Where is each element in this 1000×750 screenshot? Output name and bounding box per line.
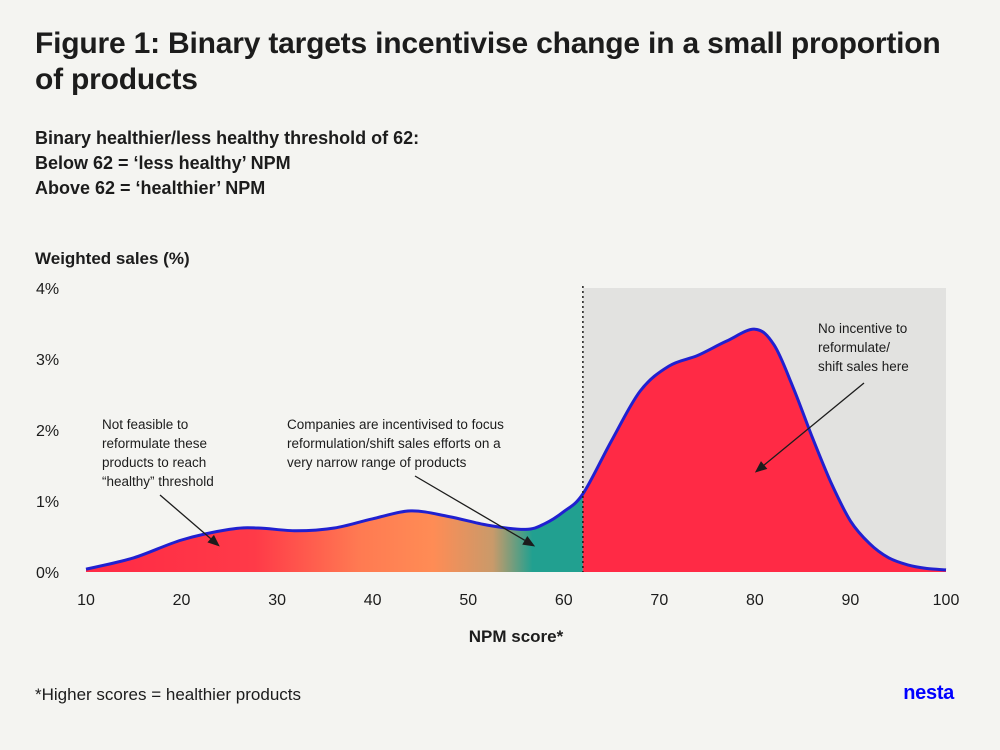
x-tick-label: 60 bbox=[555, 592, 573, 609]
x-tick-label: 70 bbox=[650, 592, 668, 609]
footnote: *Higher scores = healthier products bbox=[35, 685, 301, 704]
distribution-outline bbox=[85, 327, 947, 572]
annotation-text: reformulation/shift sales efforts on a bbox=[287, 436, 501, 451]
annotation-text: very narrow range of products bbox=[287, 455, 467, 470]
x-tick-label: 30 bbox=[268, 592, 286, 609]
x-tick-label: 10 bbox=[77, 592, 95, 609]
arrow-head-icon bbox=[207, 534, 220, 547]
nesta-logo[interactable]: nesta bbox=[903, 682, 954, 704]
arrow-head-icon bbox=[754, 461, 768, 473]
x-tick-label: 20 bbox=[173, 592, 191, 609]
y-tick-label: 3% bbox=[36, 352, 59, 369]
area-healthier bbox=[582, 329, 946, 572]
arrow-head-icon bbox=[522, 536, 536, 547]
x-axis-title: NPM score* bbox=[469, 627, 564, 646]
annotation-text: Not feasible to bbox=[102, 417, 188, 432]
annotation-not-feasible: Not feasible to reformulate these produc… bbox=[102, 417, 220, 547]
x-tick-label: 80 bbox=[746, 592, 764, 609]
annotation-text: “healthy” threshold bbox=[102, 474, 214, 489]
annotation-arrow bbox=[763, 382, 865, 466]
x-tick-label: 90 bbox=[842, 592, 860, 609]
annotation-no-incentive: No incentive to reformulate/ shift sales… bbox=[754, 321, 909, 473]
x-axis-ticks: 10 20 30 40 50 60 70 80 90 100 bbox=[77, 592, 959, 609]
annotation-arrow bbox=[414, 475, 526, 541]
annotation-text: No incentive to bbox=[818, 321, 907, 336]
annotation-text: Companies are incentivised to focus bbox=[287, 417, 504, 432]
annotation-incentivised: Companies are incentivised to focus refo… bbox=[287, 417, 536, 547]
x-tick-label: 100 bbox=[933, 592, 960, 609]
annotation-text: products to reach bbox=[102, 455, 206, 470]
y-axis-ticks: 0% 1% 2% 3% 4% bbox=[36, 281, 59, 582]
subtitle-line-3: Above 62 = ‘healthier’ NPM bbox=[35, 178, 266, 198]
x-tick-label: 50 bbox=[459, 592, 477, 609]
x-tick-label: 40 bbox=[364, 592, 382, 609]
chart-title: Figure 1: Binary targets incentivise cha… bbox=[35, 27, 941, 96]
annotation-arrow bbox=[159, 494, 212, 540]
y-tick-label: 2% bbox=[36, 423, 59, 440]
y-tick-label: 0% bbox=[36, 565, 59, 582]
subtitle-line-2: Below 62 = ‘less healthy’ NPM bbox=[35, 153, 291, 173]
annotation-text: reformulate these bbox=[102, 436, 207, 451]
annotation-text: shift sales here bbox=[818, 359, 909, 374]
y-tick-label: 4% bbox=[36, 281, 59, 298]
chart-subtitle: Binary healthier/less healthy threshold … bbox=[35, 126, 735, 201]
annotation-text: reformulate/ bbox=[818, 340, 890, 355]
subtitle-line-1: Binary healthier/less healthy threshold … bbox=[35, 128, 420, 148]
y-tick-label: 1% bbox=[36, 494, 59, 511]
area-less-healthy bbox=[86, 493, 583, 572]
y-axis-title: Weighted sales (%) bbox=[35, 249, 190, 268]
